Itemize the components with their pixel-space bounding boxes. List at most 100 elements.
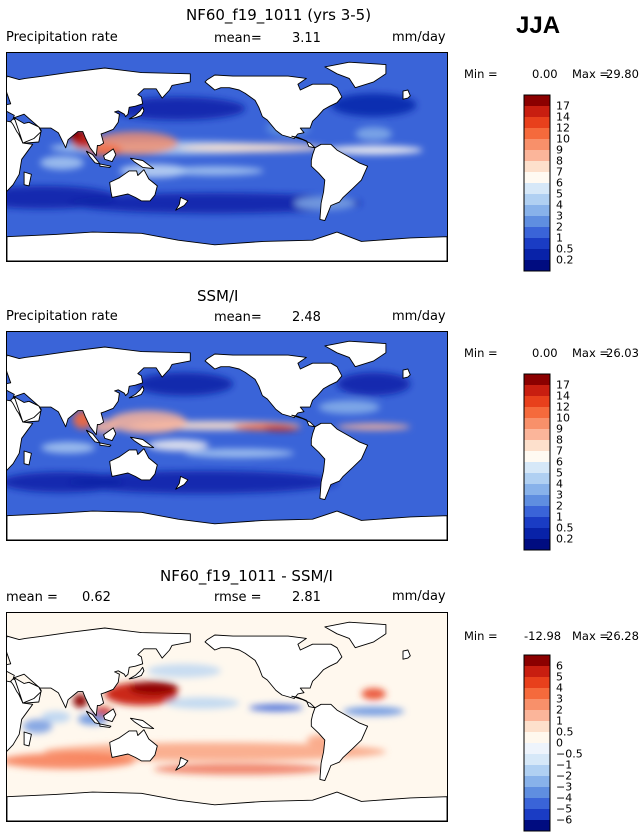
- colorbar-swatch: [524, 743, 550, 755]
- colorbar-swatch: [524, 539, 550, 551]
- coastline: [7, 346, 191, 436]
- colorbar-tick-label: 14: [556, 390, 570, 403]
- colorbar-tick-label: 1: [556, 715, 563, 728]
- coastline: [129, 157, 155, 170]
- colorbar-tick-label: 5: [556, 467, 563, 480]
- panel-3-mean-label: mean =: [6, 590, 58, 605]
- panel-1-map-field: [7, 53, 447, 261]
- field-region: [263, 425, 301, 431]
- panel-2-units: mm/day: [392, 309, 446, 324]
- colorbar-tick-label: 5: [556, 188, 563, 201]
- colorbar-swatch: [524, 699, 550, 711]
- colorbar-tick-label: 3: [556, 489, 563, 502]
- coastline: [13, 396, 42, 423]
- field-region: [129, 681, 179, 695]
- colorbar-swatch: [524, 150, 550, 162]
- coastline: [7, 680, 34, 752]
- field-region: [7, 752, 136, 769]
- field-region: [249, 704, 303, 712]
- coastline: [7, 67, 191, 157]
- coastline: [402, 368, 411, 379]
- colorbar-tick-label: 6: [556, 456, 563, 469]
- coastline: [129, 436, 155, 449]
- panel-2-min-value: 0.00: [532, 346, 558, 360]
- coastline: [204, 634, 343, 699]
- coastline: [13, 117, 42, 144]
- panel-2-title: SSM/I: [197, 287, 239, 305]
- panel-2-mean-label: mean=: [214, 310, 262, 325]
- colorbar-tick-label: 6: [556, 660, 563, 673]
- colorbar-swatch: [524, 677, 550, 689]
- colorbar-swatch: [524, 429, 550, 441]
- colorbar-tick-label: 9: [556, 423, 563, 436]
- field-region: [147, 663, 221, 678]
- coastline: [85, 429, 101, 444]
- coastline: [129, 717, 155, 730]
- coastline: [7, 231, 447, 261]
- panel-3-min-value: -12.98: [524, 629, 562, 643]
- coastline: [13, 677, 42, 704]
- coastline: [128, 106, 145, 120]
- colorbar-swatch: [524, 139, 550, 151]
- coastline: [99, 163, 112, 168]
- colorbar-tick-label: 7: [556, 445, 563, 458]
- coastline: [23, 171, 32, 187]
- colorbar-swatch: [524, 183, 550, 195]
- coastline: [23, 731, 32, 747]
- colorbar-swatch: [524, 95, 550, 107]
- panel-1-units: mm/day: [392, 30, 446, 45]
- colorbar-tick-label: 17: [556, 379, 570, 392]
- colorbar-tick-label: −6: [556, 814, 572, 827]
- coastline: [103, 427, 117, 442]
- field-region: [22, 719, 53, 734]
- colorbar-tick-label: 3: [556, 210, 563, 223]
- field-region: [73, 693, 88, 708]
- coastline: [128, 666, 145, 680]
- colorbar-swatch: [524, 798, 550, 810]
- colorbar-tick-label: −4: [556, 792, 572, 805]
- colorbar-tick-label: −2: [556, 770, 572, 783]
- colorbar-swatch: [524, 776, 550, 788]
- panel-2-max-value: 26.03: [606, 346, 639, 360]
- panel-3-rmse-label: rmse =: [214, 590, 262, 605]
- panel-3-mean-value: 0.62: [82, 590, 111, 605]
- colorbar-swatch: [524, 128, 550, 140]
- coastline: [175, 475, 189, 490]
- colorbar-tick-label: 14: [556, 111, 570, 124]
- panel-3-title: NF60_f19_1011 - SSM/I: [160, 567, 333, 585]
- colorbar-swatch: [524, 710, 550, 722]
- coastline: [99, 723, 112, 728]
- panel-1-min-value: 0.00: [532, 67, 558, 81]
- panel-3-colorbar: 6 5 4 3 2 1 0.5 0 −0.5 −1 −2 −3 −4 −5 −6: [523, 654, 584, 832]
- field-region: [165, 697, 240, 709]
- field-region: [337, 372, 411, 396]
- coastline: [85, 150, 101, 165]
- coastline: [324, 340, 387, 368]
- colorbar-tick-label: 0.5: [556, 243, 574, 256]
- coastline: [7, 510, 447, 540]
- panel-1-colorbar: 17 14 12 10 9 8 7 6 5 4 3 2 1 0.5 0.2: [523, 94, 584, 272]
- panel-1-mean-label: mean=: [214, 31, 262, 46]
- colorbar-swatch: [524, 216, 550, 228]
- panel-3-min-label: Min =: [464, 629, 498, 643]
- panel-1-mean-value: 3.11: [292, 31, 321, 46]
- colorbar-tick-label: 9: [556, 144, 563, 157]
- colorbar-swatch: [524, 820, 550, 832]
- panel-3-map-field: [7, 613, 447, 821]
- field-region: [7, 185, 117, 209]
- panel-2-map: [6, 331, 448, 541]
- colorbar-tick-label: −3: [556, 781, 572, 794]
- field-region: [343, 706, 405, 716]
- colorbar-swatch: [524, 517, 550, 529]
- coastline: [103, 148, 117, 163]
- colorbar-swatch: [524, 440, 550, 452]
- colorbar-swatch: [524, 260, 550, 272]
- colorbar-swatch: [524, 117, 550, 129]
- field-region: [184, 448, 295, 458]
- coastline: [128, 385, 145, 399]
- panel-3-max-value: 26.28: [606, 629, 639, 643]
- colorbar-tick-label: 0.2: [556, 533, 574, 546]
- field-region: [318, 400, 380, 414]
- colorbar-swatch: [524, 765, 550, 777]
- colorbar-swatch: [524, 172, 550, 184]
